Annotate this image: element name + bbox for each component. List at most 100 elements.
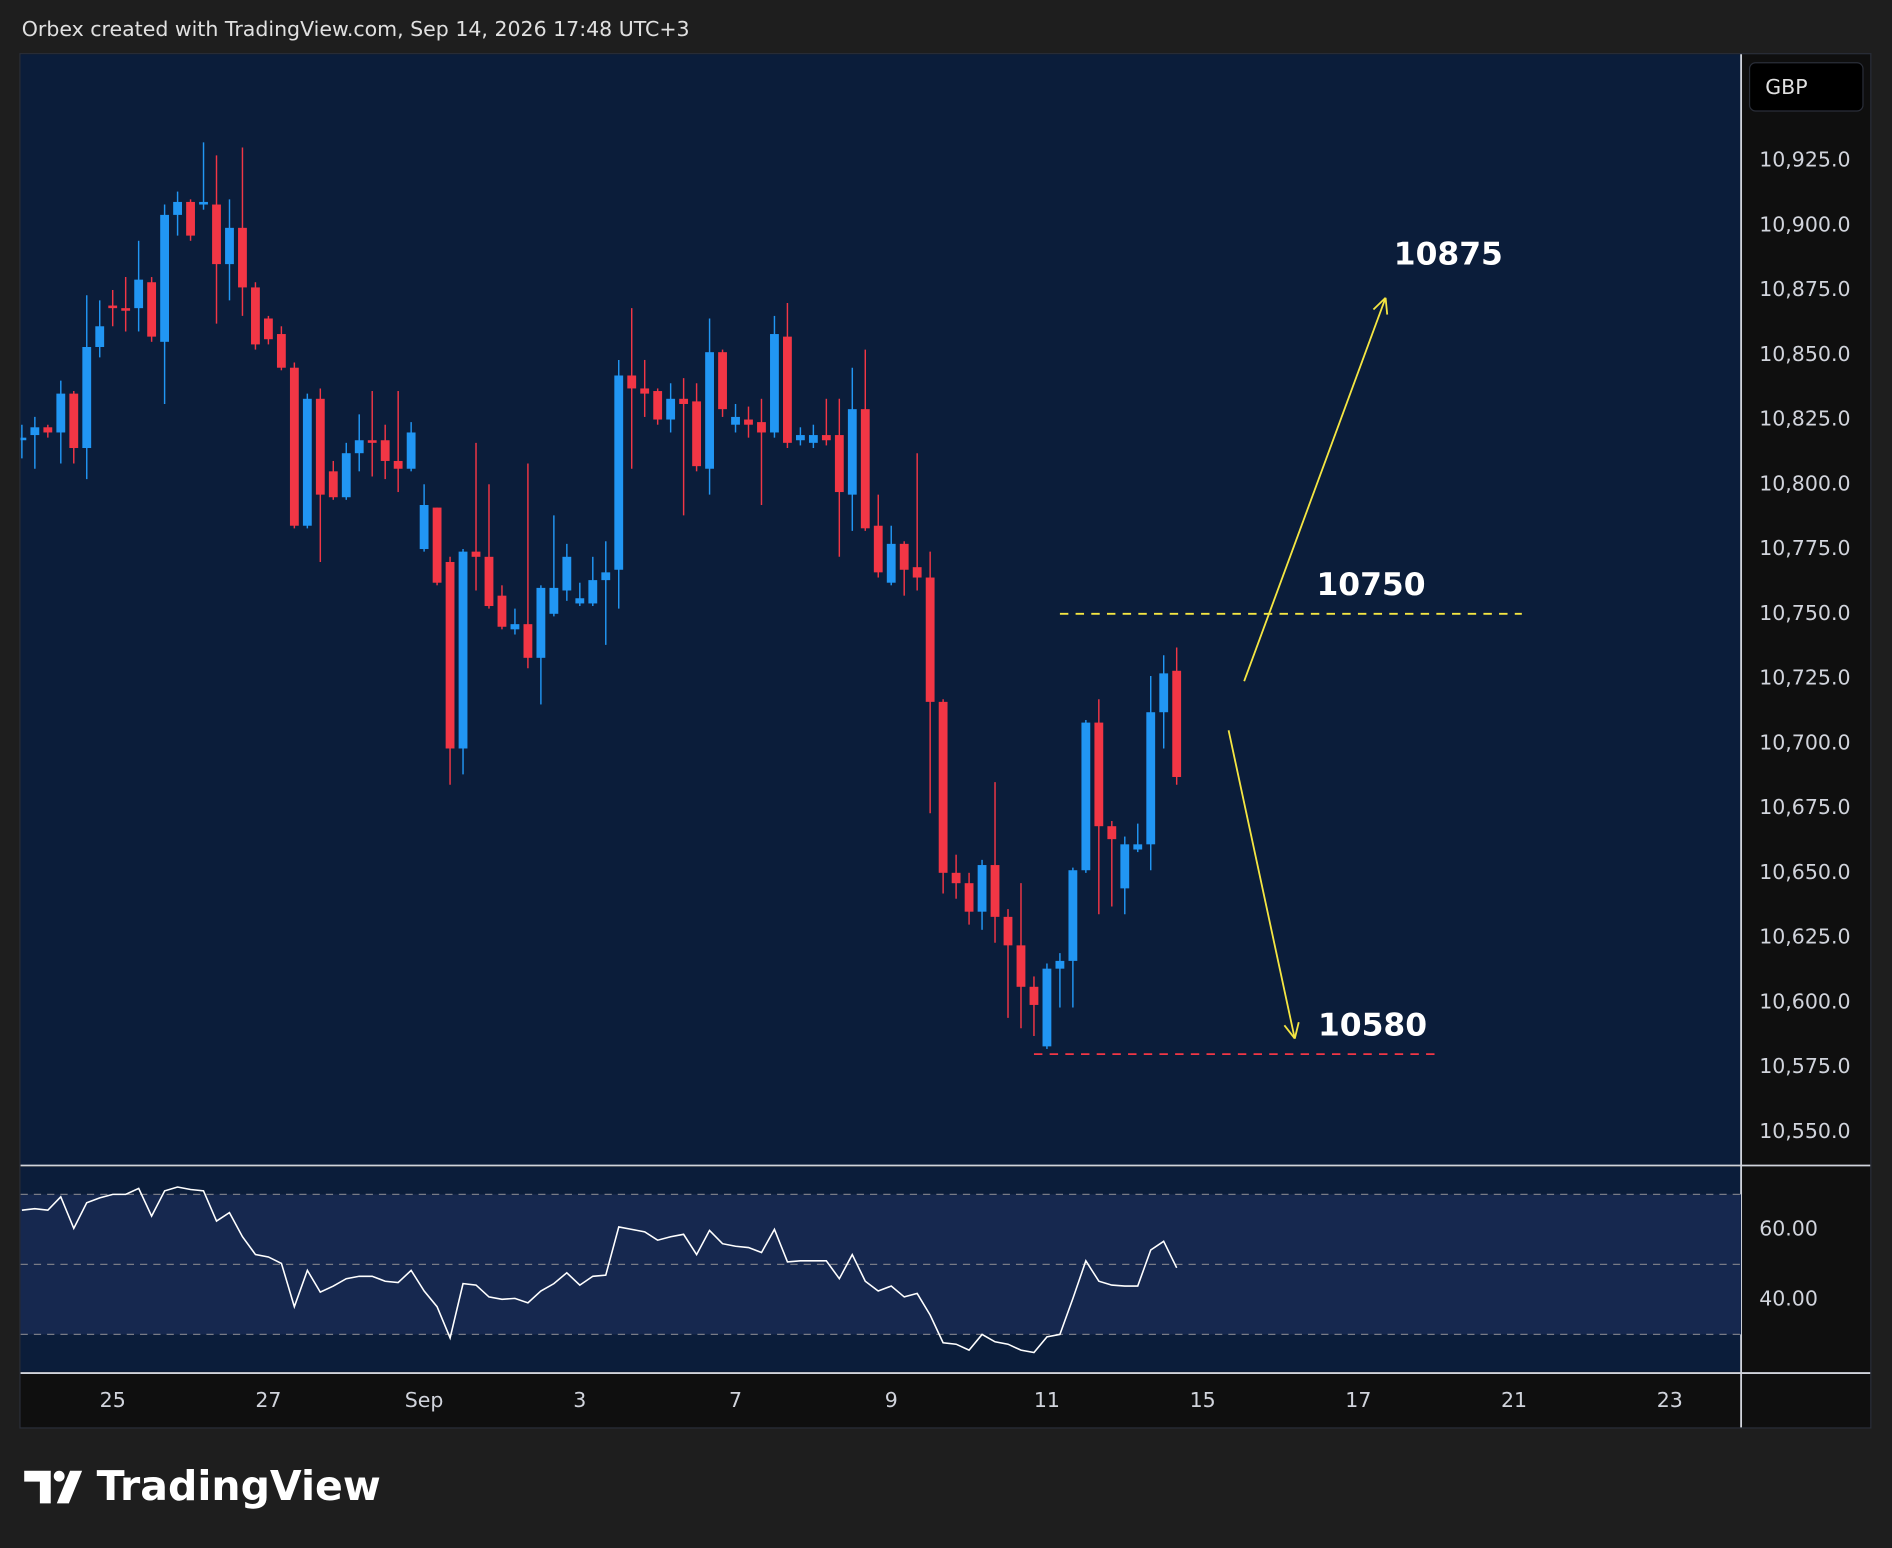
- candle-body: [692, 401, 702, 467]
- candle-body: [1133, 844, 1143, 850]
- logo-slash: [56, 1470, 83, 1504]
- x-tick-label: Sep: [405, 1388, 444, 1412]
- candle-body: [497, 595, 507, 627]
- candle-body: [899, 543, 909, 570]
- candle-body: [1159, 673, 1169, 713]
- y-tick-label: 10,775.0: [1759, 536, 1850, 560]
- candle-body: [1094, 722, 1104, 827]
- candle-body: [160, 214, 170, 342]
- y-tick-label: 10,600.0: [1759, 989, 1850, 1013]
- arrow-head: [1372, 297, 1387, 311]
- candle-body: [43, 427, 53, 433]
- candle-body: [770, 334, 779, 433]
- candle-body: [56, 393, 66, 433]
- y-tick-label: 10,550.0: [1759, 1119, 1850, 1143]
- candle-body: [653, 391, 663, 420]
- candle-body: [562, 556, 572, 591]
- y-tick-label: 10,575.0: [1759, 1054, 1850, 1078]
- y-tick-label: 10,650.0: [1759, 860, 1850, 884]
- y-tick-label: 10,725.0: [1759, 666, 1850, 690]
- candle-body: [20, 437, 27, 441]
- candle-body: [679, 398, 689, 404]
- candle-body: [1055, 960, 1065, 969]
- candle-body: [912, 567, 922, 578]
- candle-body: [938, 701, 948, 873]
- candle-body: [1029, 986, 1039, 1005]
- y-tick-label: 10,675.0: [1759, 795, 1850, 819]
- candle-body: [30, 427, 40, 436]
- candle-body: [1042, 968, 1052, 1047]
- candle-body: [289, 367, 299, 526]
- candle-body: [847, 409, 857, 495]
- arrow-shaft: [1243, 297, 1387, 682]
- candle-body: [328, 471, 338, 498]
- candle-body: [354, 440, 364, 454]
- currency-button-bg[interactable]: [1748, 62, 1864, 112]
- candle-body: [990, 865, 1000, 917]
- currency-button[interactable]: GBP: [1748, 62, 1864, 112]
- candle-body: [315, 398, 325, 495]
- rsi-layer: [20, 1186, 1742, 1354]
- candle-body: [69, 393, 79, 449]
- logo-dot: [53, 1470, 65, 1482]
- candle-body: [549, 587, 559, 614]
- candle-body: [705, 352, 714, 469]
- candle-body: [1107, 826, 1117, 840]
- arrow-head: [1384, 297, 1389, 315]
- candle-body: [1068, 870, 1078, 961]
- candle-body: [588, 580, 598, 604]
- y-tick-label: 10,875.0: [1759, 277, 1850, 301]
- x-tick-label: 15: [1190, 1388, 1216, 1412]
- candle-body: [860, 409, 870, 529]
- price-pane: [20, 54, 1742, 1166]
- y-tick-label: 10,750.0: [1759, 601, 1850, 625]
- candle-body: [121, 308, 131, 311]
- candle-body: [510, 624, 520, 630]
- candle-body: [757, 422, 766, 433]
- currency-label[interactable]: GBP: [1765, 75, 1807, 99]
- logo-t: [24, 1470, 51, 1504]
- candle-body: [82, 346, 92, 449]
- candle-body: [808, 435, 818, 443]
- candle-body: [873, 525, 883, 573]
- candle-body: [834, 435, 844, 493]
- candle-body: [95, 326, 105, 347]
- y-tick-label: 10,800.0: [1759, 471, 1850, 495]
- candle-body: [108, 305, 118, 309]
- arrow-shaft: [1227, 730, 1296, 1039]
- candle-body: [575, 598, 585, 604]
- candle-body: [666, 398, 676, 420]
- candle-body: [964, 883, 974, 912]
- candle-body: [1146, 712, 1156, 845]
- x-tick-label: 21: [1501, 1388, 1527, 1412]
- x-tick-label: 25: [100, 1388, 126, 1412]
- rsi-tick-label: 40.00: [1759, 1286, 1818, 1310]
- candle-body: [393, 460, 403, 469]
- arrow-head: [1283, 1024, 1296, 1040]
- candle-body: [1003, 916, 1013, 946]
- candle-body: [419, 505, 429, 550]
- candle-body: [406, 432, 416, 469]
- candle-body: [795, 435, 805, 441]
- candle-body: [523, 624, 533, 658]
- y-tick-label: 10,825.0: [1759, 407, 1850, 431]
- candle-body: [536, 587, 546, 658]
- candle-body: [1016, 945, 1026, 987]
- y-tick-label: 10,625.0: [1759, 925, 1850, 949]
- level-label: 10580: [1318, 1007, 1427, 1043]
- candle-body: [744, 419, 753, 425]
- candle-body: [302, 398, 312, 526]
- candle-body: [263, 318, 273, 340]
- y-tick-label: 10,925.0: [1759, 147, 1850, 171]
- rsi-line: [21, 1186, 1178, 1354]
- candle-body: [251, 287, 260, 345]
- candle-body: [134, 279, 144, 309]
- x-tick-label: 3: [573, 1388, 586, 1412]
- candle-body: [484, 556, 494, 607]
- candle-body: [432, 507, 442, 583]
- price-layer: 10750 10580 10875: [20, 142, 1522, 1056]
- candle-body: [601, 572, 611, 581]
- y-tick-label: 10,900.0: [1759, 212, 1850, 236]
- x-tick-label: 27: [255, 1388, 281, 1412]
